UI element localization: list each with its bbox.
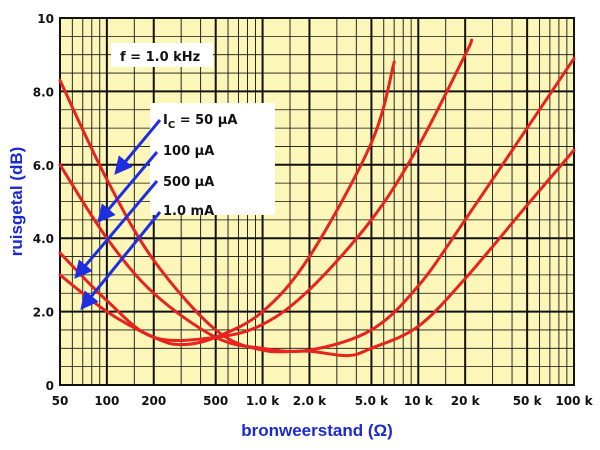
y-tick-label: 10 [37,12,54,26]
x-tick-label: 200 [141,394,166,408]
curve-series-2 [58,56,576,353]
x-tick-label: 50 [52,394,69,408]
curve-series-3 [58,38,474,343]
x-tick-label: 500 [203,394,228,408]
plot-frame [59,17,575,386]
y-tick-label: 4.0 [33,232,54,246]
y-tick-label: 6.0 [33,159,54,173]
series-label-background [150,103,275,215]
series-label-4: 1.0 mA [163,204,214,219]
curves [58,38,576,358]
y-axis-title: ruisgetal (dB) [7,147,26,257]
x-axis-title: bronweerstand (Ω) [241,421,393,440]
arrow-series-4 [80,211,162,310]
y-tick-label: 0 [46,379,54,393]
series-label-3: 500 μA [163,175,214,190]
series-label-1: IC = 50 μA [163,113,237,131]
y-tick-label: 8.0 [33,85,54,99]
x-tick-label: 100 k [555,394,593,408]
x-tick-label: 100 [94,394,119,408]
curve-series-4 [58,60,396,347]
x-tick-label: 1.0 k [246,394,280,408]
legend-box [111,43,275,215]
condition-label-background [111,43,213,67]
x-tick-label: 10 k [404,394,434,408]
arrow-series-2 [97,151,159,223]
curve-series-1 [58,78,576,358]
y-tick-label: 2.0 [33,306,54,320]
x-tick-label: 5.0 k [355,394,389,408]
x-tick-label: 20 k [451,394,481,408]
arrow-series-3 [74,180,159,279]
arrow-series-1 [114,119,162,175]
x-tick-label: 50 k [513,394,543,408]
condition-label: f = 1.0 kHz [120,50,200,65]
series-label-2: 100 μA [163,144,214,159]
tick-labels: f = 1.0 kHz IC = 50 μA 100 μA 500 μA 1.0 mA 5… [33,12,594,408]
x-tick-label: 2.0 k [293,394,327,408]
pointer-arrows [74,119,162,310]
